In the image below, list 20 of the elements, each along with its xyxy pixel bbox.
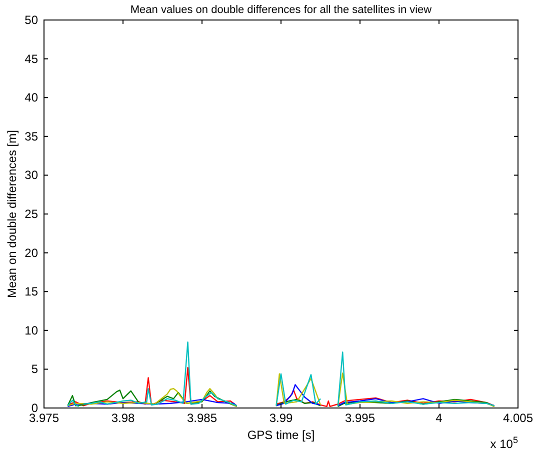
x-tick-label: 3.98 <box>111 411 135 425</box>
y-tick-label: 45 <box>24 52 38 66</box>
y-axis-title: Mean on double differences [m] <box>5 130 19 298</box>
x-tick-label: 3.99 <box>269 411 293 425</box>
y-tick-label: 50 <box>24 13 38 27</box>
y-tick-label: 35 <box>24 129 38 144</box>
y-tick-label: 10 <box>24 323 38 338</box>
y-tick-label: 15 <box>24 284 38 299</box>
chart-title: Mean values on double differences for all the satellites in view <box>130 4 432 16</box>
y-tick-label: 5 <box>31 362 38 376</box>
y-tick-label: 25 <box>24 207 38 221</box>
x-tick-label: 4.005 <box>502 411 534 425</box>
text: x 10$^{5}$ <box>490 435 518 451</box>
x-tick-label: 3.985 <box>186 411 218 425</box>
y-tick-label: 20 <box>24 246 38 260</box>
x-tick-label: 4 <box>436 411 443 425</box>
y-tick-label: 40 <box>24 90 38 105</box>
x-axis-title: GPS time [s] <box>247 428 315 442</box>
x-tick-label: 3.995 <box>344 411 376 425</box>
y-tick-label: 30 <box>24 168 38 182</box>
